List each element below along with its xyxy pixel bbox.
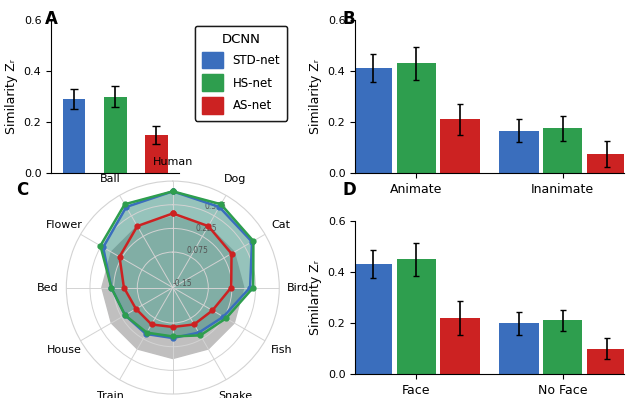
Y-axis label: Similarity Zᵣ: Similarity Zᵣ [309, 59, 322, 134]
Bar [587, 154, 626, 173]
Bar [543, 320, 582, 374]
Polygon shape [120, 213, 232, 327]
Bar [397, 63, 436, 173]
Polygon shape [100, 191, 253, 336]
Bar [353, 264, 392, 374]
Bar [397, 259, 436, 374]
Bar [440, 119, 480, 173]
Bar [145, 135, 168, 173]
Text: A: A [45, 10, 58, 28]
Text: C: C [16, 181, 28, 199]
Bar [104, 97, 127, 173]
Polygon shape [102, 217, 244, 359]
Y-axis label: Similarity Zᵣ: Similarity Zᵣ [5, 59, 18, 134]
Bar [543, 129, 582, 173]
Polygon shape [103, 191, 252, 338]
Bar [587, 349, 626, 374]
Text: B: B [342, 10, 355, 28]
Text: D: D [342, 181, 356, 199]
Bar [353, 68, 392, 173]
Bar [440, 318, 480, 374]
Bar [63, 99, 85, 173]
Y-axis label: Similarity Zᵣ: Similarity Zᵣ [309, 260, 322, 335]
Bar [499, 323, 539, 374]
Bar [499, 131, 539, 173]
Legend: STD-net, HS-net, AS-net: STD-net, HS-net, AS-net [195, 26, 287, 121]
